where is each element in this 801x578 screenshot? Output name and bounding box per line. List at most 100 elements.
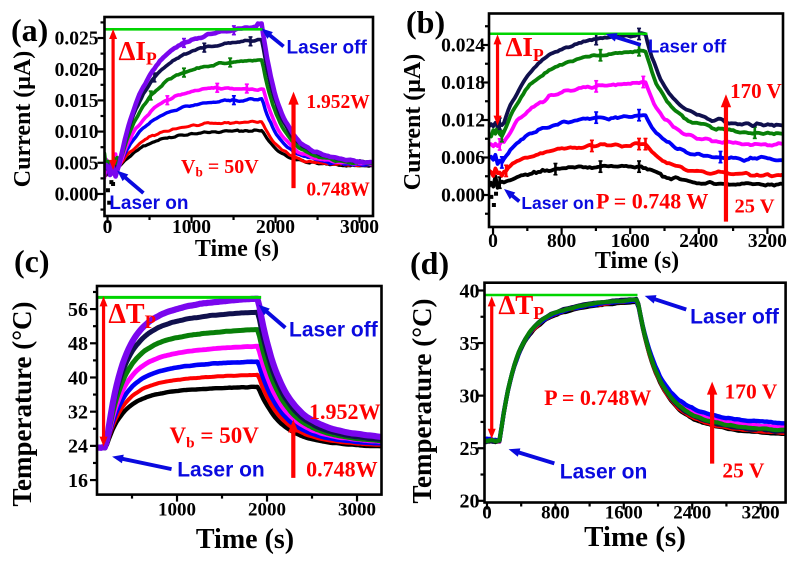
annotation-bias-rest: = 50V — [195, 423, 260, 448]
annotation-power-arrow-head — [288, 419, 299, 433]
annotation-laser-on-arrow — [119, 456, 172, 472]
annotation-bias: Vb = 50V — [181, 156, 259, 180]
y-tick-label: 0.024 — [441, 36, 485, 57]
series-blue — [488, 113, 784, 166]
y-axis-title: Temperature (°C) — [7, 301, 37, 506]
annotation-laser-on-arrow — [122, 174, 145, 195]
x-tick-label: 2000 — [248, 500, 286, 521]
annotation-p-high: 1.952W — [309, 399, 381, 424]
annotation-laser-off: Laser off — [690, 306, 780, 329]
annotation-laser-off-arrow — [266, 32, 285, 48]
annotation-v-high: 170 V — [724, 380, 777, 404]
annotation-laser-on-arrow-head — [112, 454, 124, 464]
annotation-delta-tp-subscript: P — [145, 312, 156, 332]
annotation-laser-off: Laser off — [648, 35, 727, 56]
annotation-laser-on-arrow — [515, 449, 555, 466]
y-tick-label: 16 — [68, 470, 88, 492]
annotation-delta-ip: ΔIP — [505, 32, 543, 65]
y-tick-label: 0.015 — [55, 91, 99, 112]
plot-area — [103, 21, 374, 205]
annotation-laser-off-arrow-head — [261, 28, 273, 39]
x-tick-label: 2000 — [256, 217, 295, 238]
annotation-laser-off: Laser off — [289, 319, 379, 342]
axes-frame — [483, 281, 787, 504]
series-navy — [488, 31, 784, 129]
x-tick-label: 3000 — [338, 500, 376, 521]
annotation-laser-off-arrow-head — [644, 295, 657, 304]
x-tick-label: 3200 — [748, 231, 787, 252]
y-tick-label: 0.010 — [55, 122, 99, 143]
x-axis-title: Time (s) — [595, 248, 679, 274]
annotation-v-high-main: 170 V — [724, 380, 777, 404]
y-tick-label: 40 — [460, 280, 480, 302]
annotation-p-high-main: 1.952W — [309, 399, 381, 424]
x-tick-label: 0 — [488, 231, 498, 252]
annotation-delta-arrow-head — [99, 296, 108, 307]
x-tick-label: 2400 — [679, 231, 718, 252]
annotation-laser-off-main: Laser off — [690, 306, 780, 329]
y-tick-label: 24 — [68, 436, 88, 458]
annotation-delta-arrow-head — [493, 34, 502, 45]
annotation-volt-arrow-head — [706, 381, 718, 395]
panel-c: 1000 2000 3000 16 24 32 40 48 56 Temperature (°C)… — [7, 243, 383, 555]
annotation-v-low: 25 V — [722, 459, 764, 483]
series-black — [96, 384, 383, 450]
annotation-laser-off-arrow-head — [258, 304, 270, 316]
y-tick-label: 0.020 — [55, 60, 99, 81]
annotation-laser-on-main: Laser on — [521, 193, 594, 213]
annotation-laser-on-main: Laser on — [109, 193, 188, 214]
annotation-delta-ip-main: ΔI — [505, 32, 532, 62]
annotation-laser-on-arrow-head — [117, 170, 129, 182]
annotation-v-low: 25 V — [734, 196, 774, 218]
annotation-power: P = 0.748 W — [596, 189, 708, 214]
y-axis-title: Current (μA) — [400, 54, 426, 190]
panel-d: 0 800 1600 2400 3200 20 25 30 35 40 Temperature (°… — [407, 245, 787, 553]
annotation-laser-on: Laser on — [109, 193, 188, 214]
panel-letter: (c) — [14, 243, 50, 279]
annotation-delta-ip-subscript: P — [146, 49, 157, 69]
annotation-p-low: 0.748W — [306, 456, 378, 481]
y-tick-label: 20 — [460, 491, 480, 513]
annotation-p-high-main: 1.952W — [306, 92, 370, 113]
y-axis-title: Temperature (°C) — [407, 298, 437, 503]
panel-letter: (a) — [11, 12, 48, 48]
x-tick-label: 800 — [541, 503, 570, 524]
y-tick-label: 0.000 — [55, 185, 99, 206]
noise-dot — [111, 181, 116, 186]
annotation-p-low-main: 0.748W — [306, 180, 370, 201]
plot-area — [483, 293, 786, 445]
y-tick-label: 0.000 — [441, 186, 485, 207]
y-tick-label: 35 — [460, 333, 480, 355]
annotation-p-low: 0.748W — [306, 180, 370, 201]
annotation-laser-off-arrow — [263, 308, 287, 330]
annotation-delta-ip-subscript: P — [533, 45, 544, 65]
annotation-laser-on: Laser on — [521, 193, 594, 213]
annotation-v-low-main: 25 V — [722, 459, 764, 483]
annotation-laser-off-arrow-head — [605, 33, 618, 42]
annotation-delta-ip: ΔIP — [118, 36, 156, 69]
y-tick-label: 0.012 — [441, 111, 485, 132]
annotation-delta-arrow-head — [487, 428, 496, 439]
annotation-bias-main: V — [181, 156, 196, 178]
annotation-delta-tp: ΔTP — [108, 299, 156, 332]
noise-dot — [107, 200, 112, 205]
plot-area — [488, 27, 784, 207]
annotation-laser-off-main: Laser off — [648, 35, 727, 56]
annotation-v-low-main: 25 V — [734, 196, 774, 218]
axes-frame — [95, 284, 383, 496]
annotation-laser-on: Laser on — [560, 460, 648, 483]
series-violet — [96, 295, 383, 451]
series-blue — [103, 96, 374, 177]
annotation-bias-rest: = 50V — [203, 156, 259, 178]
annotation-delta-arrow-head — [109, 159, 118, 170]
x-axis-title: Time (s) — [584, 521, 686, 553]
annotation-laser-off-main: Laser off — [289, 319, 379, 342]
y-tick-label: 0.018 — [441, 73, 485, 94]
annotation-laser-off: Laser off — [287, 37, 368, 58]
plot-area — [96, 295, 383, 451]
y-tick-label: 32 — [68, 401, 88, 423]
noise-dot — [491, 203, 496, 207]
annotation-delta-tp-main: ΔT — [108, 299, 145, 330]
annotation-power-arrow-head — [288, 91, 299, 105]
